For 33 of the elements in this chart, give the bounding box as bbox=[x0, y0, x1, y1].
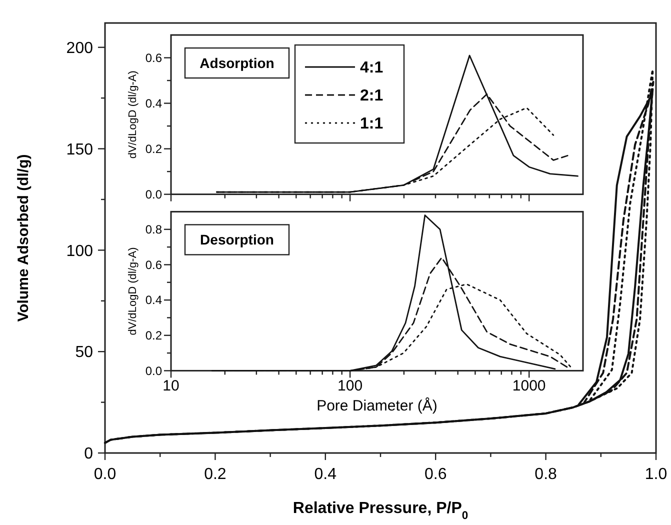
x-tick-label: 0.0 bbox=[94, 466, 116, 483]
y-tick-label: 0.0 bbox=[145, 188, 162, 202]
y-axis-title: dV/dLogD (dl/g-A) bbox=[127, 70, 139, 159]
y-axis-title: Volume Adsorbed (dl/g) bbox=[15, 154, 32, 322]
y-tick-label: 100 bbox=[66, 242, 94, 260]
y-tick-label: 0 bbox=[84, 446, 94, 463]
y-tick-label: 50 bbox=[75, 344, 94, 362]
y-tick-label: 0.6 bbox=[145, 50, 162, 65]
legend-label: 2:1 bbox=[360, 88, 384, 105]
legend-label: 4:1 bbox=[360, 60, 384, 77]
x-tick-label: 0.8 bbox=[534, 466, 558, 483]
legend-label: 1:1 bbox=[360, 116, 384, 133]
y-tick-label: 200 bbox=[66, 40, 94, 57]
y-tick-label: 0.2 bbox=[145, 142, 162, 156]
x-tick-label: 1.0 bbox=[644, 466, 668, 483]
y-tick-label: 0.2 bbox=[145, 328, 162, 343]
x-tick-label: 100 bbox=[338, 378, 363, 395]
x-tick-label: 0.6 bbox=[424, 466, 447, 483]
y-tick-label: 0.6 bbox=[145, 258, 162, 272]
text: Desorption bbox=[200, 232, 274, 248]
x-tick-label: 1000 bbox=[512, 378, 546, 395]
x-tick-label: 0.2 bbox=[204, 466, 226, 483]
x-axis-title: Relative Pressure, P/P$_{0}$ bbox=[292, 500, 468, 522]
x-tick-label: 0.4 bbox=[314, 466, 337, 483]
y-axis-title: dV/dLogD (dl/g-A) bbox=[127, 247, 139, 336]
y-tick-label: 0.4 bbox=[145, 96, 162, 110]
y-tick-label: 0.8 bbox=[145, 222, 162, 237]
x-tick-label: 10 bbox=[162, 378, 180, 395]
text: Adsorption bbox=[200, 55, 274, 71]
y-tick-label: 150 bbox=[66, 141, 94, 158]
y-tick-label: 0.0 bbox=[145, 364, 162, 378]
x-axis-title: Pore Diameter (Å) bbox=[316, 396, 438, 415]
y-tick-label: 0.4 bbox=[145, 293, 162, 308]
